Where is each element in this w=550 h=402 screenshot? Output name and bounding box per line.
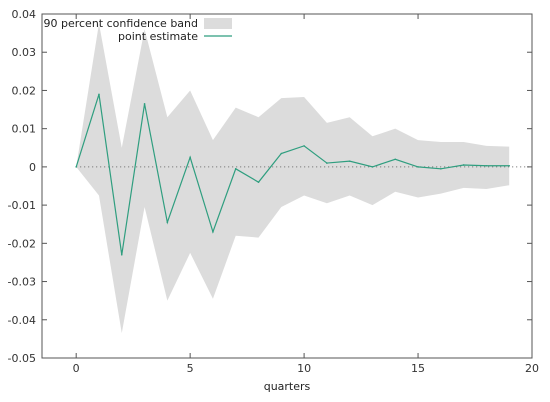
- point-estimate-point: [212, 231, 214, 233]
- y-tick-label: 0: [29, 161, 36, 174]
- plot-frame: [41, 13, 533, 359]
- point-estimate-point: [303, 145, 305, 147]
- y-tick-label: -0.01: [8, 199, 36, 212]
- y-tick-label: 0.01: [12, 123, 37, 136]
- point-estimate-line: [75, 94, 510, 255]
- y-tick-label: -0.03: [8, 276, 36, 289]
- x-tick-label: 20: [525, 362, 539, 375]
- x-tick-label: 15: [411, 362, 425, 375]
- tick-layer: 0 5 10 15 20 -0.05 -0.04 -0.03 -0.02 -0.01 0 0.01 0.…: [8, 8, 539, 375]
- point-estimate-point: [440, 168, 442, 170]
- point-estimate-point: [348, 160, 351, 162]
- axes-layer: [41, 13, 533, 359]
- x-tick-label: 10: [297, 362, 311, 375]
- point-estimate-point: [326, 162, 328, 164]
- legend-swatch-band: [204, 18, 232, 29]
- point-estimate-point: [462, 164, 465, 166]
- point-estimate-point: [143, 103, 146, 105]
- legend-label-band: 90 percent confidence band: [43, 17, 198, 30]
- point-estimate-point: [508, 164, 511, 167]
- y-tick-label: 0.04: [12, 8, 37, 21]
- point-estimate-point: [120, 254, 123, 256]
- y-tick-label: 0.03: [12, 46, 37, 59]
- y-tick-label: -0.04: [8, 314, 36, 327]
- point-estimate-point: [280, 152, 283, 155]
- point-estimate-layer: [75, 93, 511, 256]
- point-estimate-point: [371, 166, 374, 168]
- confidence-band: [76, 23, 510, 334]
- y-tick-label: -0.05: [8, 352, 36, 365]
- point-estimate-point: [166, 221, 169, 224]
- x-tick-label: 5: [187, 362, 194, 375]
- y-tick-label: -0.02: [8, 237, 36, 250]
- point-estimate-point: [98, 93, 100, 96]
- point-estimate-point: [189, 156, 191, 159]
- confidence-band-layer: [76, 23, 510, 334]
- y-tick-label: 0.02: [12, 84, 37, 97]
- point-estimate-point: [394, 158, 397, 161]
- point-estimate-point: [234, 168, 237, 170]
- point-estimate-point: [75, 166, 77, 168]
- point-estimate-point: [485, 164, 488, 167]
- point-estimate-point: [257, 181, 260, 183]
- x-axis-label: quarters: [264, 380, 311, 393]
- legend-label-point-estimate: point estimate: [118, 30, 198, 43]
- point-estimate-point: [417, 166, 419, 168]
- x-tick-label: 0: [73, 362, 80, 375]
